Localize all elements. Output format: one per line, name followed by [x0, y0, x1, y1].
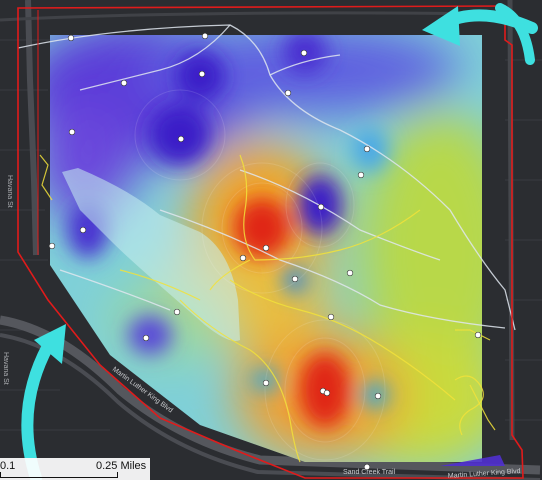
trail-network	[17, 24, 516, 331]
sample-point-25[interactable]	[374, 392, 382, 400]
sample-point-22[interactable]	[262, 379, 270, 387]
sample-point-17[interactable]	[346, 269, 354, 277]
scale-label-right: 0.25 Miles	[96, 460, 147, 472]
sample-point-7[interactable]	[68, 128, 76, 136]
sample-point-2[interactable]	[201, 32, 209, 40]
sample-point-19[interactable]	[327, 313, 335, 321]
sample-point-18[interactable]	[173, 308, 181, 316]
sample-points	[48, 32, 482, 471]
scale-bar: 0.1 0.25 Miles	[0, 458, 150, 480]
bottom-strip-shape	[440, 455, 505, 466]
scale-bar-line	[0, 477, 118, 478]
scale-tick-left	[0, 472, 1, 478]
sample-point-11[interactable]	[317, 203, 325, 211]
sample-point-4[interactable]	[198, 70, 206, 78]
road-label-havana-st-2: Havana St	[2, 352, 9, 385]
sample-point-3[interactable]	[300, 49, 308, 57]
sample-point-15[interactable]	[239, 254, 247, 262]
sample-point-5[interactable]	[120, 79, 128, 87]
sample-point-6[interactable]	[284, 89, 292, 97]
sample-point-21[interactable]	[474, 331, 482, 339]
park-boundary	[17, 5, 524, 479]
sample-point-12[interactable]	[79, 226, 87, 234]
sample-point-14[interactable]	[262, 244, 270, 252]
sample-point-20[interactable]	[142, 334, 150, 342]
road-label-sand-creek-trail: Sand Creek Trail	[343, 469, 396, 476]
sample-point-9[interactable]	[363, 145, 371, 153]
path-network	[39, 154, 496, 463]
scale-tick-right	[117, 472, 118, 478]
scale-label-left: 0.1	[0, 460, 16, 472]
arrow-icon-top-right	[422, 3, 538, 65]
sample-point-1[interactable]	[67, 34, 75, 42]
sample-point-8[interactable]	[177, 135, 185, 143]
road-label-havana-st-1: Havana St	[6, 175, 13, 208]
sample-point-10[interactable]	[357, 171, 365, 179]
sample-point-13[interactable]	[48, 242, 56, 250]
sample-point-26[interactable]	[363, 463, 371, 471]
sample-point-24[interactable]	[323, 389, 331, 397]
sample-point-16[interactable]	[291, 275, 299, 283]
